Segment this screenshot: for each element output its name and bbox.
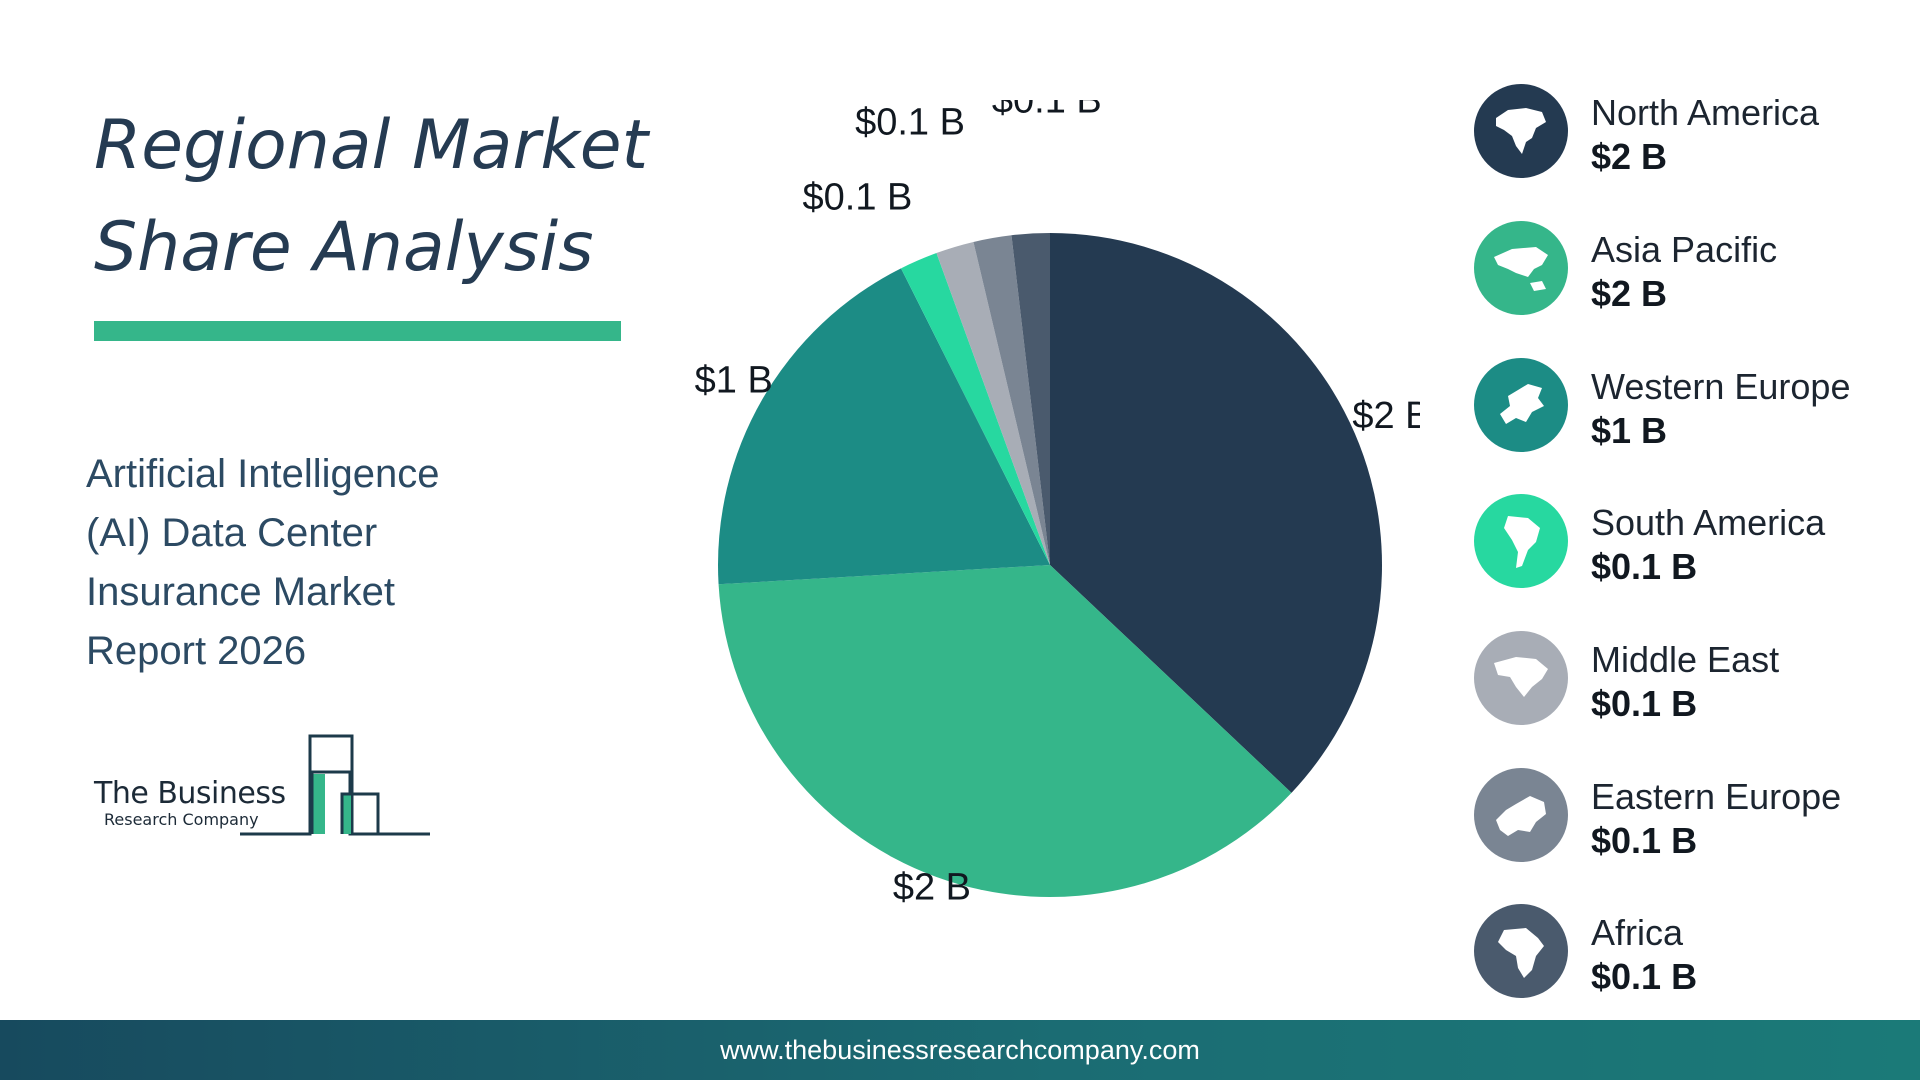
title-line-1: Regional Market xyxy=(94,106,649,185)
legend-item-western-europe: Western Europe $1 B xyxy=(1474,358,1914,458)
subtitle-line: Insurance Market xyxy=(86,570,396,614)
pie-slice-asia-pacific xyxy=(718,565,1292,897)
pie-slice-south-america xyxy=(900,253,1050,566)
asia-pacific-map-icon xyxy=(1474,221,1568,315)
legend-label: South America xyxy=(1591,502,1826,543)
pie-slice-western-europe xyxy=(718,268,1050,585)
pie-data-label: $0.1 B xyxy=(992,100,1102,121)
eastern-europe-map-icon xyxy=(1474,768,1568,862)
pie-data-label: $0.1 B xyxy=(894,100,1004,102)
pie-data-label: $2 B xyxy=(893,866,971,908)
legend-item-middle-east: Middle East $0.1 B xyxy=(1474,631,1914,731)
pie-data-label: $0.1 B xyxy=(803,176,913,218)
title-line-2: Share Analysis xyxy=(94,208,594,287)
legend-label: North America xyxy=(1591,92,1820,133)
legend-item-north-america: North America $2 B xyxy=(1474,84,1914,184)
logo-name: The Business xyxy=(94,776,286,811)
pie-data-label: $2 B xyxy=(1352,395,1420,437)
footer-bar: www.thebusinessresearchcompany.com xyxy=(0,1020,1920,1080)
legend-item-africa: Africa $0.1 B xyxy=(1474,904,1914,1004)
north-america-map-icon xyxy=(1474,84,1568,178)
logo-buildings-icon xyxy=(240,734,430,836)
legend-label: Eastern Europe xyxy=(1591,776,1842,817)
page-title: Regional Market Share Analysis xyxy=(94,95,654,299)
legend-value: $0.1 B xyxy=(1591,683,1698,724)
legend-label: Africa xyxy=(1591,912,1684,953)
pie-slice-middle-east xyxy=(936,241,1050,565)
pie-slice-north-america xyxy=(1050,233,1382,793)
legend-value: $1 B xyxy=(1591,410,1668,451)
legend-label: Asia Pacific xyxy=(1591,229,1778,270)
legend-item-asia-pacific: Asia Pacific $2 B xyxy=(1474,221,1914,321)
legend-value: $0.1 B xyxy=(1591,820,1698,861)
pie-chart: $2 B$2 B$1 B$0.1 B$0.1 B$0.1 B$0.1 B xyxy=(695,100,1420,908)
legend-item-eastern-europe: Eastern Europe $0.1 B xyxy=(1474,768,1914,868)
title-underline xyxy=(94,321,621,341)
subtitle-line: (AI) Data Center xyxy=(86,511,378,555)
pie-slice-africa xyxy=(1011,233,1050,565)
company-logo: The Business Research Company xyxy=(90,728,440,844)
legend-item-south-america: South America $0.1 B xyxy=(1474,494,1914,594)
pie-data-label: $1 B xyxy=(695,359,773,401)
pie-data-label: $0.1 B xyxy=(855,101,965,143)
legend-label: Western Europe xyxy=(1591,366,1851,407)
logo-tagline: Research Company xyxy=(104,810,259,829)
report-subtitle: Artificial Intelligence (AI) Data Center… xyxy=(86,445,556,681)
legend-value: $2 B xyxy=(1591,136,1668,177)
pie-slice-eastern-europe xyxy=(973,235,1050,565)
legend-value: $2 B xyxy=(1591,273,1668,314)
legend-label: Middle East xyxy=(1591,639,1780,680)
south-america-map-icon xyxy=(1474,494,1568,588)
africa-map-icon xyxy=(1474,904,1568,998)
subtitle-line: Report 2026 xyxy=(86,629,307,673)
subtitle-line: Artificial Intelligence xyxy=(86,452,440,496)
middle-east-map-icon xyxy=(1474,631,1568,725)
legend-value: $0.1 B xyxy=(1591,956,1698,997)
western-europe-map-icon xyxy=(1474,358,1568,452)
legend-value: $0.1 B xyxy=(1591,546,1698,587)
footer-url: www.thebusinessresearchcompany.com xyxy=(720,1034,1200,1065)
